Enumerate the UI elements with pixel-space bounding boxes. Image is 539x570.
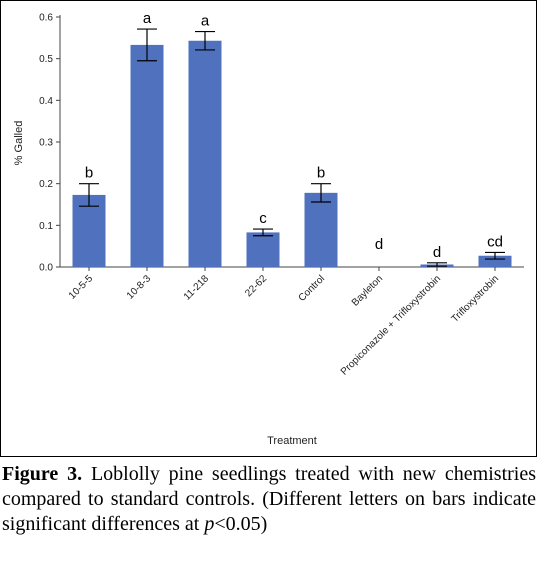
- x-tick-label: Bayleton: [350, 273, 385, 308]
- x-tick-label: Trifloxystrobin: [450, 273, 502, 325]
- figure-frame: [0, 0, 537, 457]
- bar: [304, 192, 338, 267]
- x-tick-label: 10-5-5: [67, 273, 96, 302]
- x-tick-label: 22-62: [243, 273, 269, 299]
- x-tick-label: Control: [297, 273, 328, 304]
- y-axis-label: % Galled: [13, 121, 25, 166]
- bar: [188, 40, 222, 267]
- chart-axes: [56, 15, 524, 271]
- y-tick-label: 0.1: [39, 221, 53, 232]
- significance-letter: d: [375, 236, 383, 253]
- bar: [246, 232, 280, 267]
- y-tick-label: 0.3: [39, 138, 53, 149]
- significance-letter: b: [85, 165, 93, 182]
- bar: [130, 44, 164, 267]
- significance-letter: c: [259, 210, 267, 227]
- y-tick-label: 0.4: [39, 96, 53, 107]
- caption-text-end: <0.05): [214, 513, 268, 535]
- x-tick-label: 11-218: [182, 273, 212, 303]
- chart-tick-labels: 0.0 0.1 0.2 0.3 0.4 0.5 0.6 10-5-5 10-8-3 11-218 2…: [39, 13, 501, 378]
- y-tick-label: 0.5: [39, 54, 53, 65]
- significance-letter: d: [433, 244, 441, 261]
- caption-p-symbol: p: [204, 513, 215, 535]
- caption-label: Figure 3.: [2, 463, 83, 485]
- y-tick-label: 0.2: [39, 179, 53, 190]
- x-axis-label: Treatment: [267, 435, 317, 447]
- x-tick-label: 10-8-3: [125, 273, 154, 302]
- bar: [72, 194, 106, 267]
- significance-letter: cd: [487, 233, 503, 250]
- figure-caption: Figure 3. Loblolly pine seedlings treate…: [2, 462, 536, 537]
- bar: [478, 255, 512, 267]
- significance-letter: a: [201, 13, 210, 30]
- y-tick-label: 0.0: [39, 263, 53, 274]
- chart-bars: b a a c b d d cd: [72, 10, 512, 267]
- significance-letter: b: [317, 165, 325, 182]
- significance-letter: a: [143, 10, 152, 27]
- caption-text: Loblolly pine seedlings treated with new…: [2, 463, 536, 535]
- y-tick-label: 0.6: [39, 13, 53, 24]
- x-tick-label: Propiconazole + Trifloxystrobin: [339, 273, 443, 377]
- bar-chart: b a a c b d d cd 0.0 0.1 0.2 0.3 0.4 0.5 0.6 10-5-5 10-…: [13, 10, 524, 447]
